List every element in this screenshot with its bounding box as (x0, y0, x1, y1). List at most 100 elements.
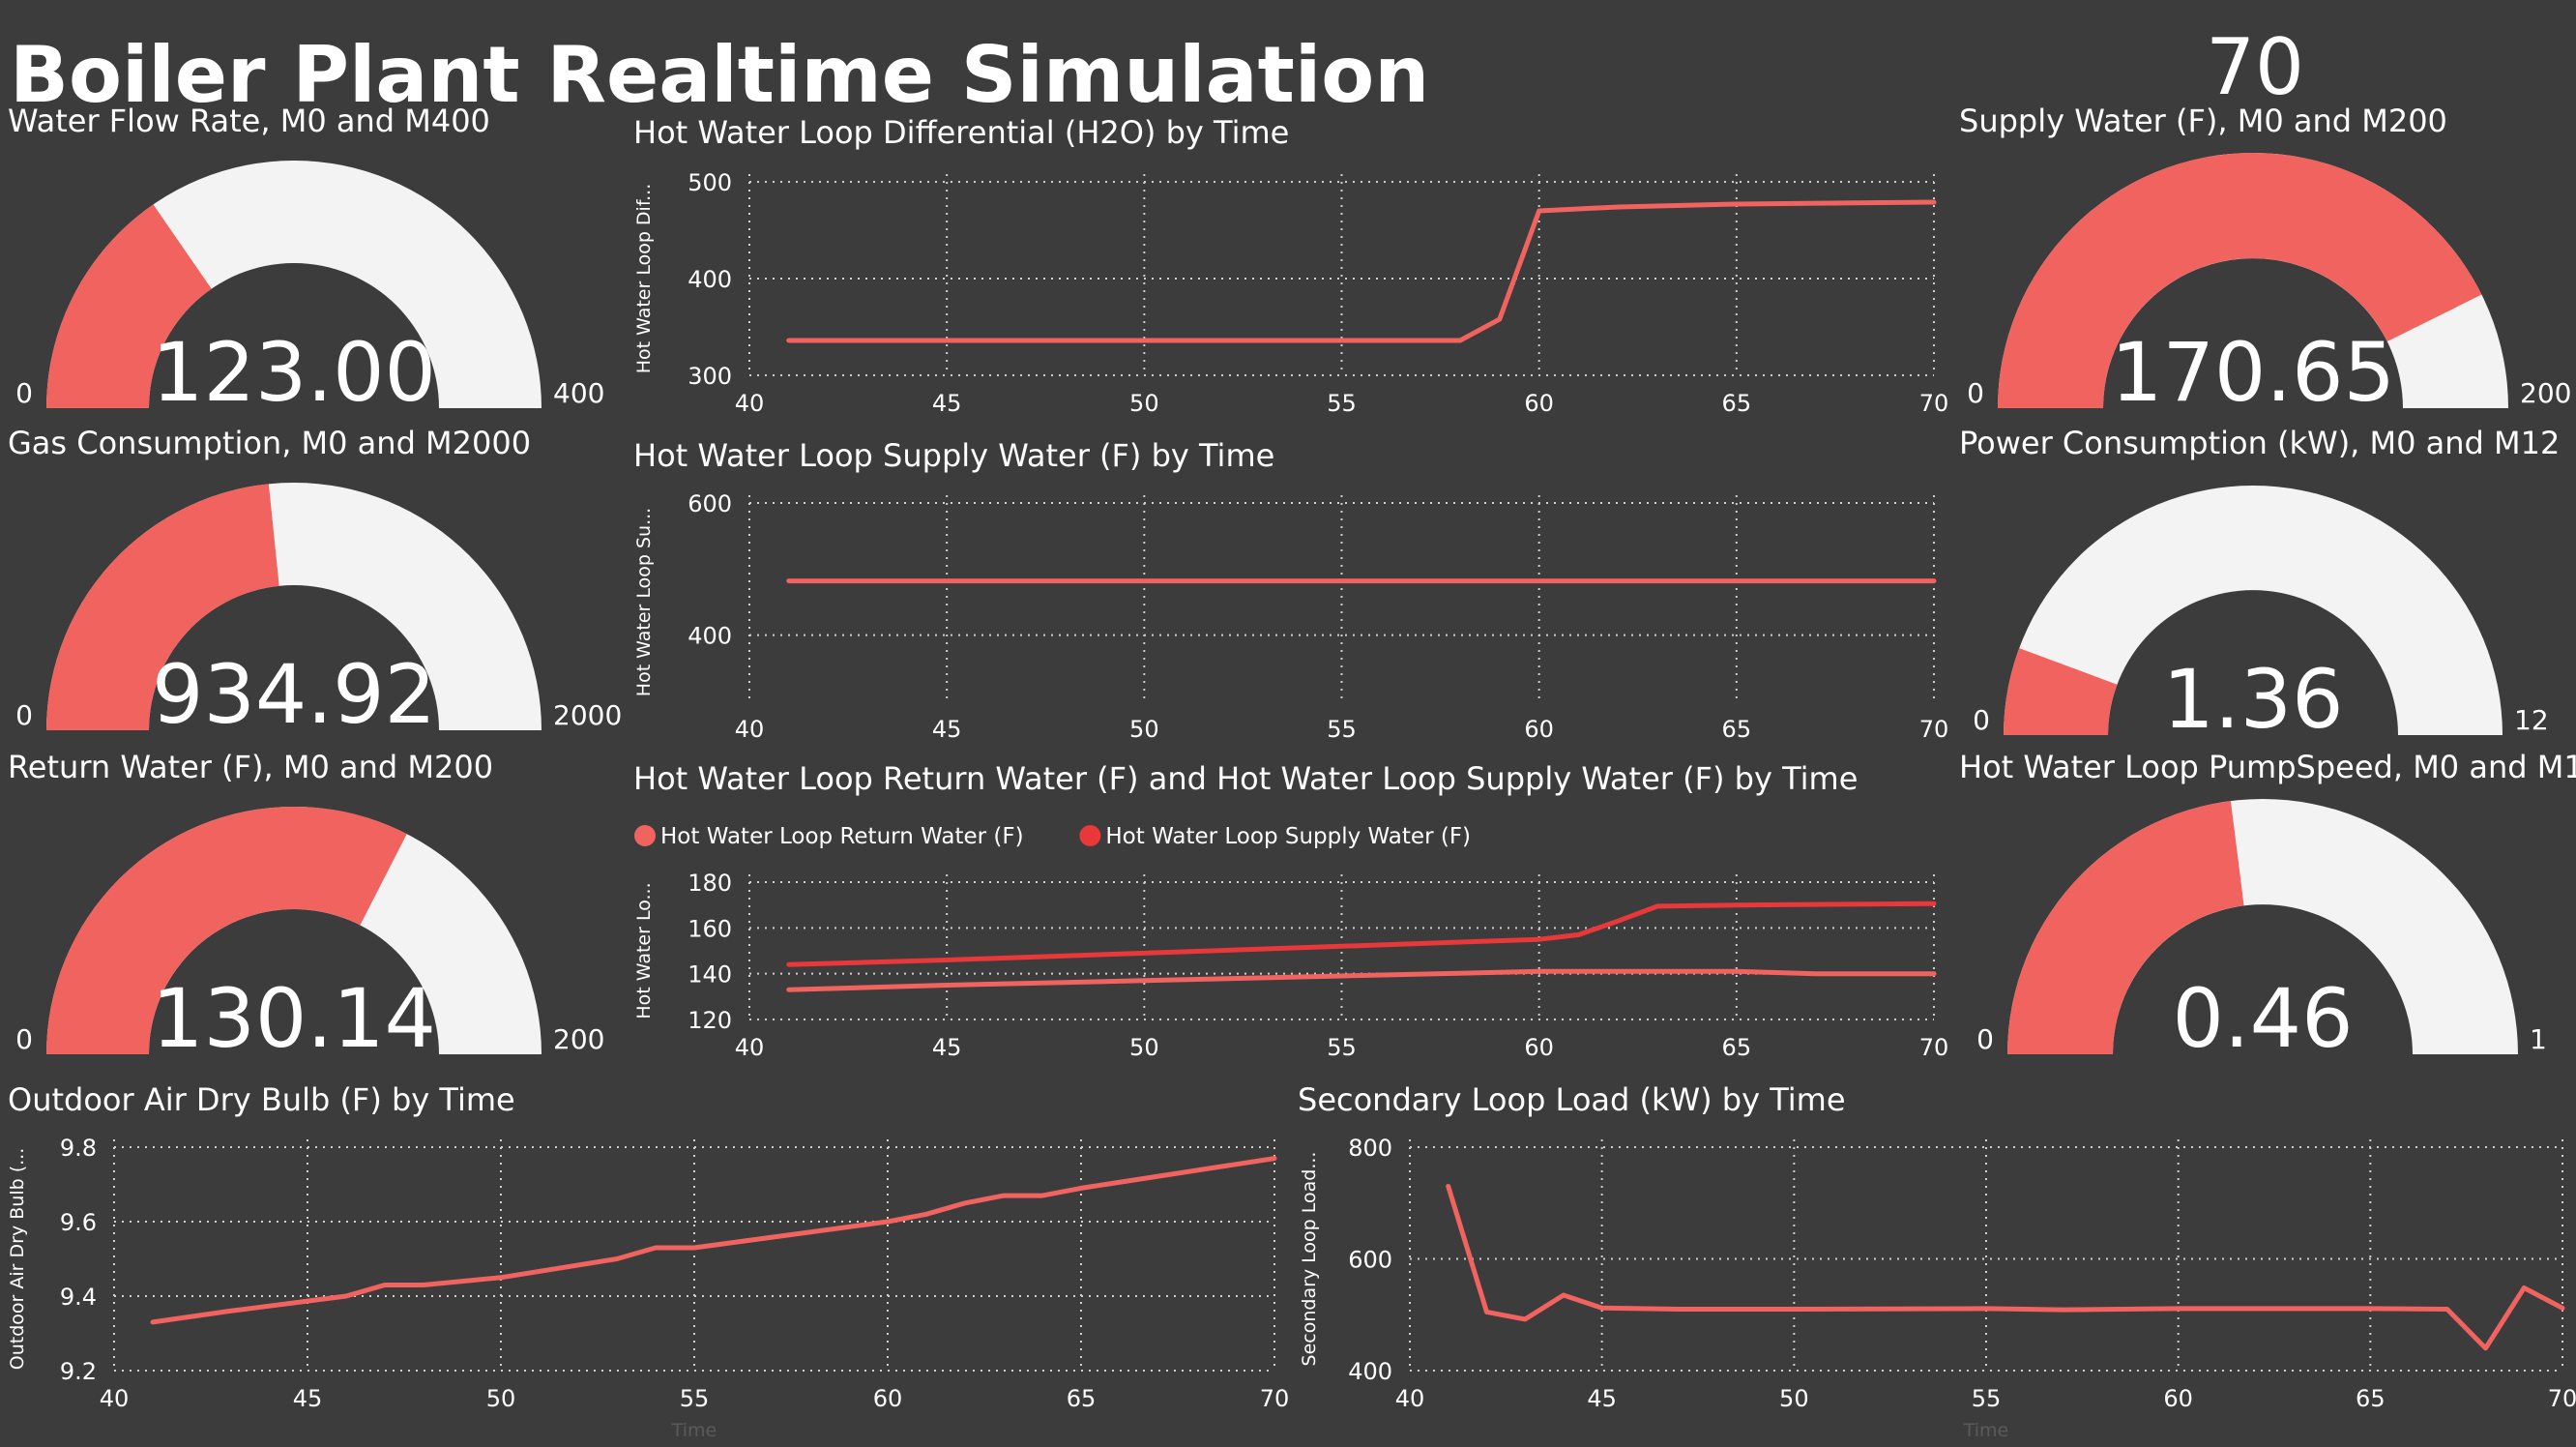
x-tick-label: 45 (932, 390, 962, 417)
line-chart: Hot Water Loop Differential (H2O) by Tim… (633, 114, 1948, 417)
gauge-fill (2007, 801, 2244, 1054)
gauge-card: Gas Consumption, M0 and M2000 934.92 0 2000 (8, 425, 622, 742)
x-tick-label: 55 (1972, 1385, 2002, 1412)
x-tick-label: 65 (1722, 390, 1752, 417)
x-tick-label: 55 (1327, 390, 1357, 417)
gauge-value: 170.65 (2111, 325, 2395, 420)
legend-label: Hot Water Loop Supply Water (F) (1105, 824, 1471, 849)
x-tick-label: 65 (1722, 716, 1752, 743)
gauge-value: 0.46 (2172, 971, 2353, 1066)
x-tick-label: 60 (1524, 716, 1554, 743)
x-tick-label: 70 (1919, 716, 1949, 743)
y-tick-label: 600 (1348, 1247, 1392, 1274)
page-title: Boiler Plant Realtime Simulation (10, 30, 1429, 120)
gauge-min-label: 0 (1967, 377, 1984, 409)
x-tick-label: 60 (2163, 1385, 2193, 1412)
gauge-min-label: 0 (1976, 1023, 1994, 1055)
y-tick-label: 9.2 (60, 1358, 97, 1385)
gauge-min-label: 0 (15, 377, 33, 409)
gauge-max-label: 200 (2520, 377, 2571, 409)
y-tick-label: 600 (688, 490, 732, 517)
x-axis-label: Time (1963, 1420, 2009, 1441)
x-tick-label: 45 (293, 1385, 323, 1412)
series-line (1446, 1183, 2565, 1351)
x-tick-label: 50 (1129, 716, 1159, 743)
gauge-value: 1.36 (2162, 652, 2343, 747)
y-tick-label: 9.4 (60, 1284, 97, 1311)
chart-title: Hot Water Loop Differential (H2O) by Tim… (633, 114, 1289, 151)
y-tick-label: 160 (688, 915, 732, 942)
gauge-max-label: 200 (553, 1023, 604, 1055)
gauge-max-label: 1 (2530, 1023, 2547, 1055)
y-tick-label: 400 (688, 623, 732, 650)
y-tick-label: 180 (688, 870, 732, 897)
x-tick-label: 40 (735, 1034, 765, 1061)
x-tick-label: 65 (1722, 1034, 1752, 1061)
line-chart: Outdoor Air Dry Bulb (F) by Time Outdoor … (7, 1081, 1289, 1441)
y-axis-label: Outdoor Air Dry Bulb (... (7, 1148, 28, 1370)
chart-title: Outdoor Air Dry Bulb (F) by Time (8, 1081, 515, 1118)
gauge-max-label: 12 (2514, 704, 2549, 736)
x-tick-label: 60 (873, 1385, 903, 1412)
gauge-min-label: 0 (15, 699, 33, 731)
x-tick-label: 50 (486, 1385, 516, 1412)
y-tick-label: 800 (1348, 1135, 1392, 1162)
gauge-value: 130.14 (152, 971, 436, 1066)
legend-label: Hot Water Loop Return Water (F) (660, 824, 1024, 849)
x-tick-label: 70 (1919, 390, 1949, 417)
x-tick-label: 70 (2548, 1385, 2576, 1412)
x-tick-label: 45 (1587, 1385, 1617, 1412)
series-line (786, 199, 1937, 343)
gauge-max-label: 2000 (553, 699, 622, 731)
x-tick-label: 50 (1129, 1034, 1159, 1061)
gauge-min-label: 0 (1973, 704, 1990, 736)
y-tick-label: 300 (688, 363, 732, 390)
x-tick-label: 50 (1779, 1385, 1809, 1412)
x-tick-label: 65 (2356, 1385, 2386, 1412)
x-tick-label: 60 (1524, 390, 1554, 417)
gauge-title: Power Consumption (kW), M0 and M12 (1959, 425, 2560, 461)
gauge-title: Return Water (F), M0 and M200 (8, 749, 493, 785)
series-line (786, 968, 1937, 992)
chart-title: Hot Water Loop Supply Water (F) by Time (633, 437, 1274, 474)
gauge-title: Gas Consumption, M0 and M2000 (8, 425, 531, 461)
gauge-fill (46, 806, 407, 1054)
gauge-card: Water Flow Rate, M0 and M400 123.00 0 400 (8, 103, 604, 420)
y-tick-label: 140 (688, 961, 732, 989)
x-tick-label: 60 (1524, 1034, 1554, 1061)
x-tick-label: 40 (735, 390, 765, 417)
line-chart: Secondary Loop Load (kW) by Time Secondar… (1298, 1081, 2576, 1441)
gauge-fill (2004, 648, 2118, 735)
gauge-fill (46, 484, 279, 730)
series-line (150, 1156, 1277, 1325)
gauge-max-label: 400 (553, 377, 604, 409)
x-axis-label: Time (671, 1420, 717, 1441)
x-tick-label: 55 (1327, 1034, 1357, 1061)
legend-marker (1079, 825, 1101, 846)
x-tick-label: 45 (932, 716, 962, 743)
y-tick-label: 9.6 (60, 1209, 97, 1236)
gauge-value: 934.92 (152, 647, 436, 742)
chart-title: Hot Water Loop Return Water (F) and Hot … (633, 760, 1858, 797)
y-tick-label: 400 (688, 266, 732, 293)
gauge-fill (1998, 152, 2482, 409)
x-tick-label: 40 (100, 1385, 130, 1412)
x-tick-label: 40 (735, 716, 765, 743)
charts: Hot Water Loop Differential (H2O) by Tim… (7, 114, 2576, 1441)
gauge-title: Hot Water Loop PumpSpeed, M0 and M1 (1959, 749, 2576, 785)
series-line (786, 901, 1937, 967)
gauge-card: Return Water (F), M0 and M200 130.14 0 200 (8, 749, 604, 1066)
y-tick-label: 500 (688, 169, 732, 196)
current-time-card: 70 (2206, 22, 2304, 112)
x-tick-label: 65 (1067, 1385, 1097, 1412)
y-tick-label: 120 (688, 1007, 732, 1034)
y-tick-label: 400 (1348, 1358, 1392, 1385)
x-tick-label: 55 (1327, 716, 1357, 743)
gauge-fill (46, 204, 212, 408)
gauge-card: Power Consumption (kW), M0 and M12 1.36 0 1… (1959, 425, 2560, 747)
y-axis-label: Hot Water Loop Dif... (633, 184, 655, 374)
y-tick-label: 9.8 (60, 1135, 97, 1162)
